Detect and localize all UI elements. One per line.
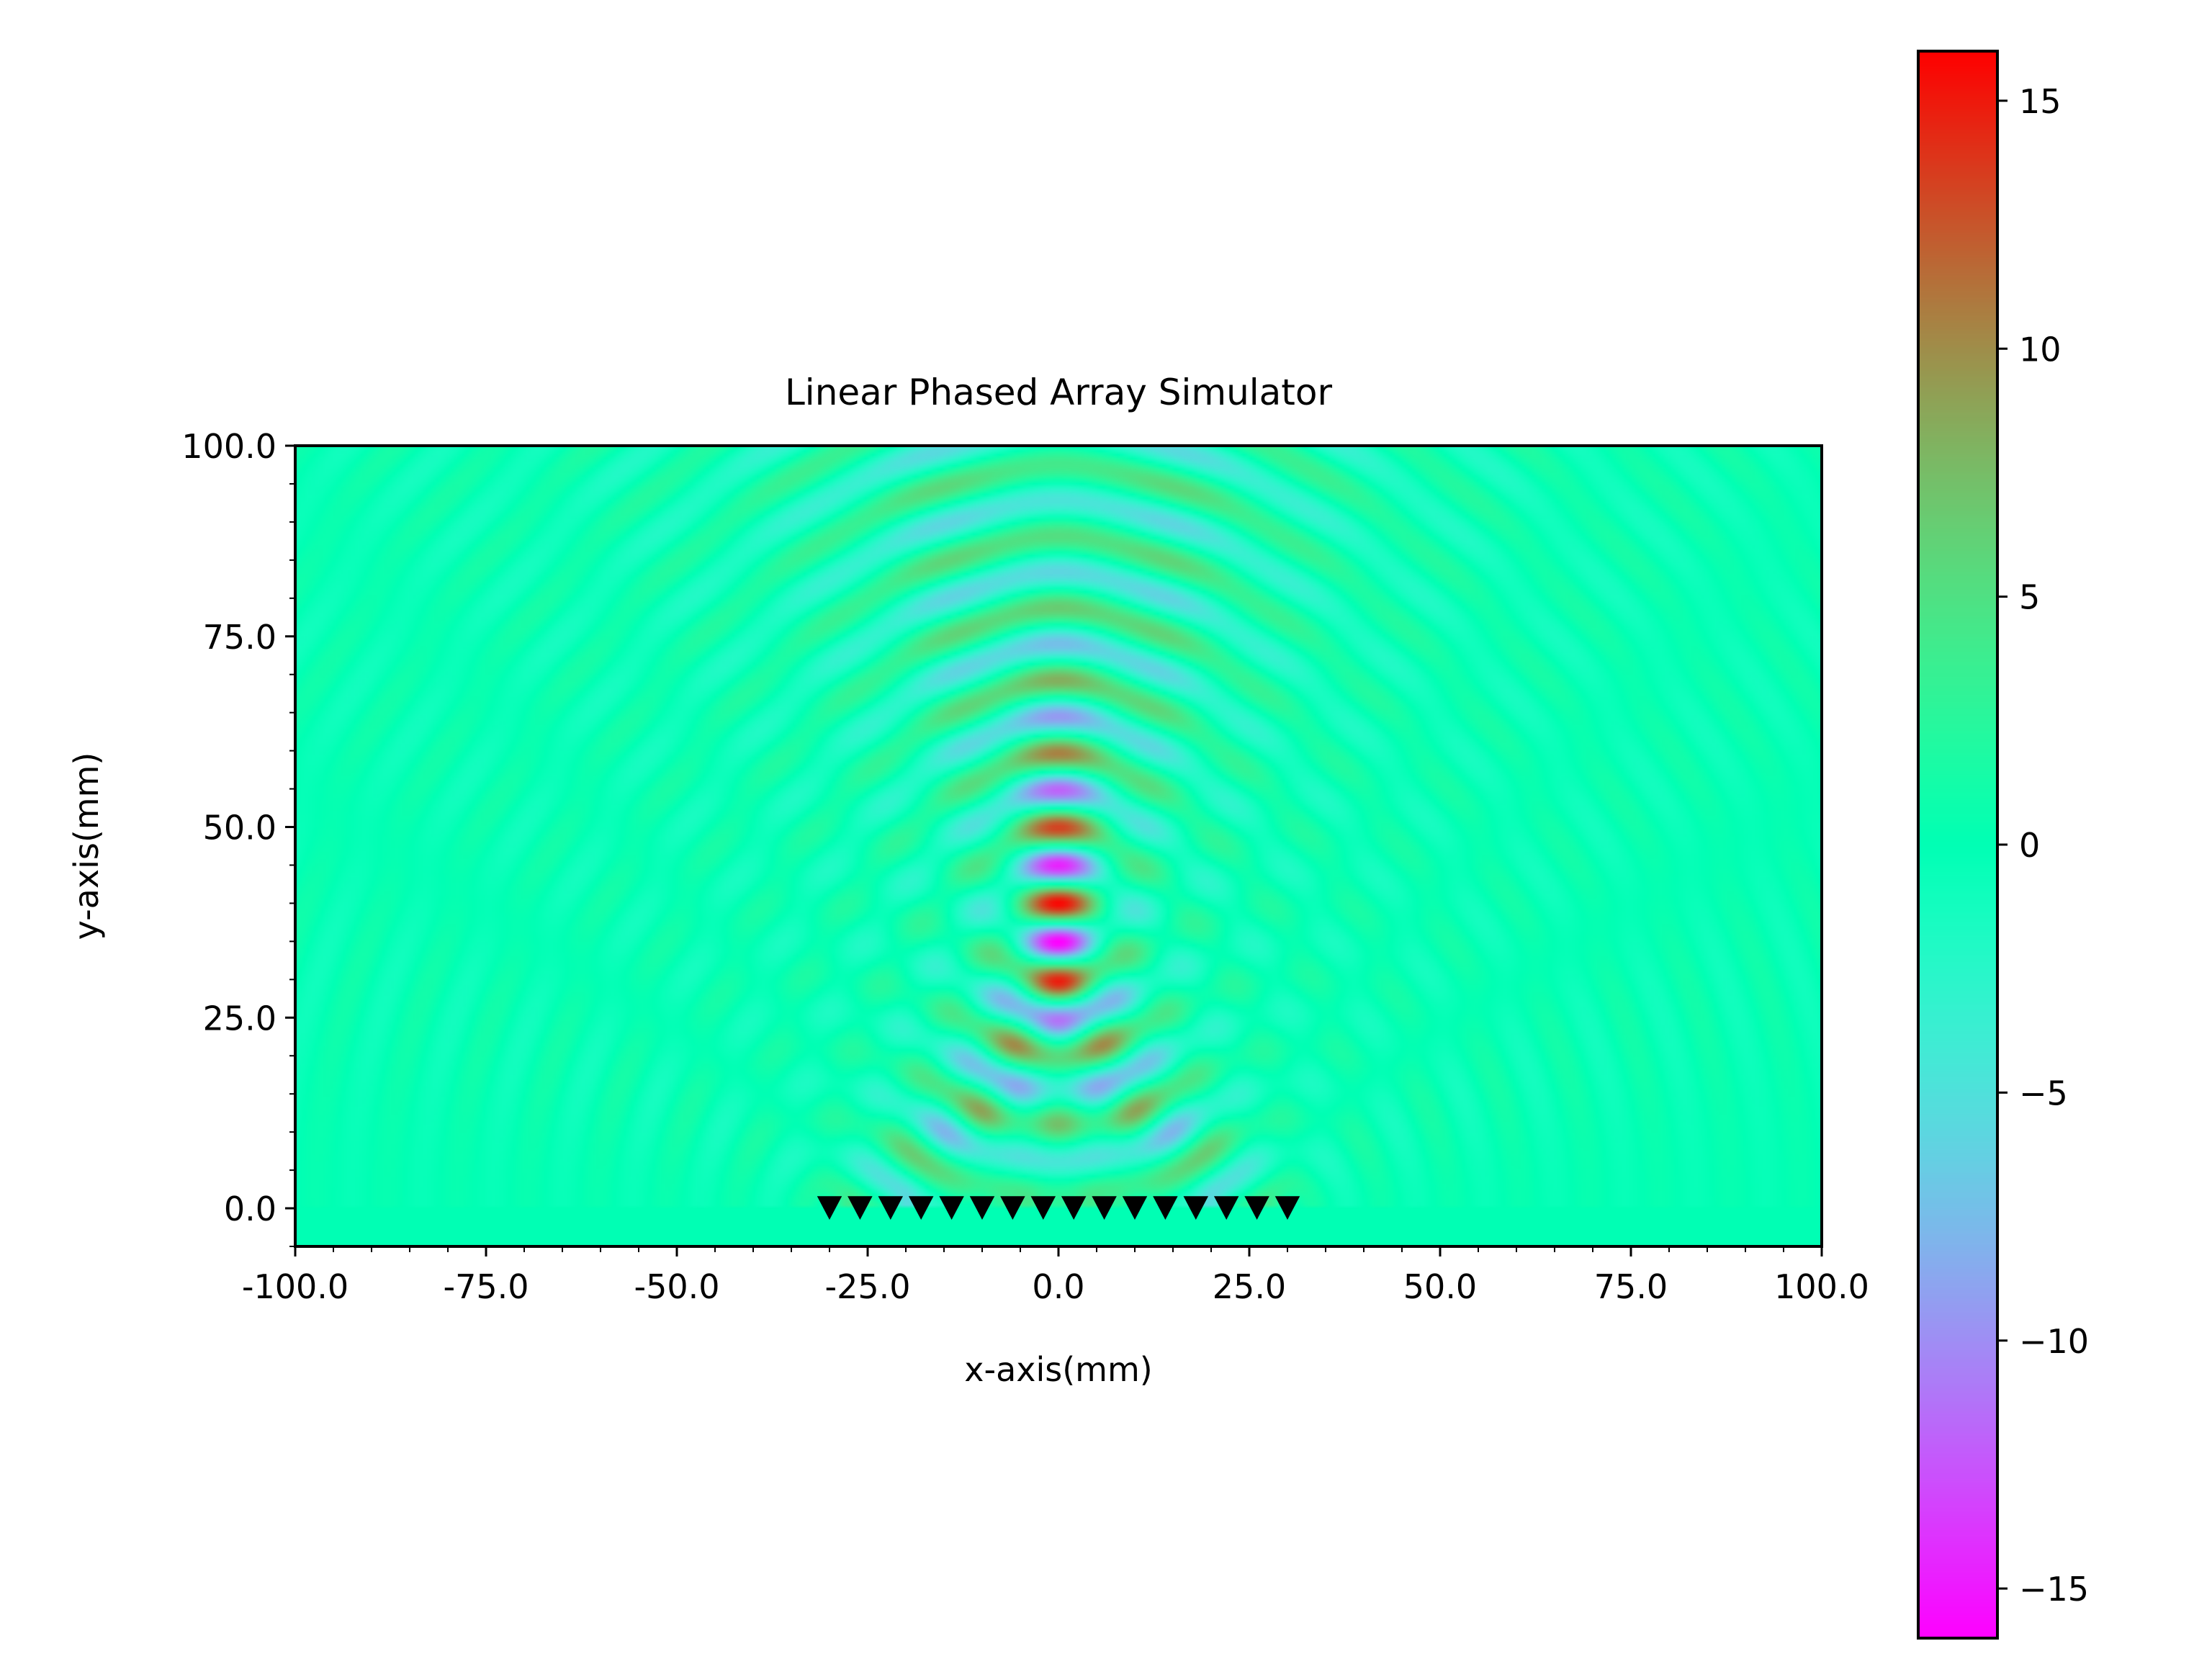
transducer-marker	[1000, 1196, 1025, 1220]
colorbar-tick-label: 10	[2019, 330, 2062, 369]
transducer-marker	[939, 1196, 964, 1220]
y-tick-label: 100.0	[181, 427, 276, 466]
colorbar-frame	[1917, 50, 1999, 1640]
colorbar-tick-label: 5	[2019, 578, 2040, 617]
transducer-marker	[1153, 1196, 1178, 1220]
x-tick-label: 50.0	[1403, 1267, 1477, 1306]
colorbar-gradient	[1918, 51, 1997, 1638]
transducer-marker	[878, 1196, 904, 1220]
x-tick-label: -100.0	[242, 1267, 349, 1306]
y-tick-label: 50.0	[203, 809, 276, 848]
x-tick-label: 25.0	[1213, 1267, 1286, 1306]
transducer-marker	[1092, 1196, 1117, 1220]
transducer-marker	[1061, 1196, 1087, 1220]
transducer-marker	[1183, 1196, 1209, 1220]
plot-frame	[294, 444, 1823, 1248]
transducer-marker	[848, 1196, 873, 1220]
y-axis-label: y-axis(mm)	[67, 752, 106, 940]
transducer-markers	[817, 1196, 1300, 1220]
colorbar-tick-label: −10	[2019, 1322, 2089, 1361]
x-tick-label: -75.0	[443, 1267, 529, 1306]
colorbar-tick-label: −15	[2019, 1570, 2089, 1609]
transducer-marker	[969, 1196, 995, 1220]
transducer-marker	[817, 1196, 842, 1220]
transducer-marker	[1213, 1196, 1239, 1220]
transducer-marker	[908, 1196, 934, 1220]
transducer-marker	[1122, 1196, 1148, 1220]
colorbar-tick-label: −5	[2019, 1074, 2068, 1112]
y-tick-label: 0.0	[224, 1190, 276, 1228]
colorbar-tick-label: 15	[2019, 82, 2062, 121]
x-axis-label: x-axis(mm)	[964, 1350, 1153, 1389]
x-tick-label: 0.0	[1032, 1267, 1084, 1306]
x-axis-ticks: -100.0 -75.0 -50.0 -25.0 0.0 25.0 50.0 75.0 100.…	[242, 1246, 1869, 1306]
x-tick-label: -25.0	[824, 1267, 910, 1306]
colorbar-ticks: 15 10 5 0 −5 −10 −15	[1997, 82, 2089, 1609]
y-axis-ticks: 0.0 25.0 50.0 75.0 100.0	[181, 427, 295, 1247]
y-tick-label: 25.0	[203, 999, 276, 1038]
y-tick-label: 75.0	[203, 618, 276, 657]
transducer-marker	[1030, 1196, 1056, 1220]
x-tick-label: -50.0	[634, 1267, 719, 1306]
colorbar-tick-label: 0	[2019, 826, 2040, 865]
transducer-marker	[1244, 1196, 1269, 1220]
x-tick-label: 75.0	[1594, 1267, 1668, 1306]
x-tick-label: 100.0	[1774, 1267, 1869, 1306]
heatmap-image	[295, 446, 1822, 1246]
transducer-marker	[1274, 1196, 1300, 1220]
chart-title: Linear Phased Array Simulator	[785, 372, 1333, 413]
